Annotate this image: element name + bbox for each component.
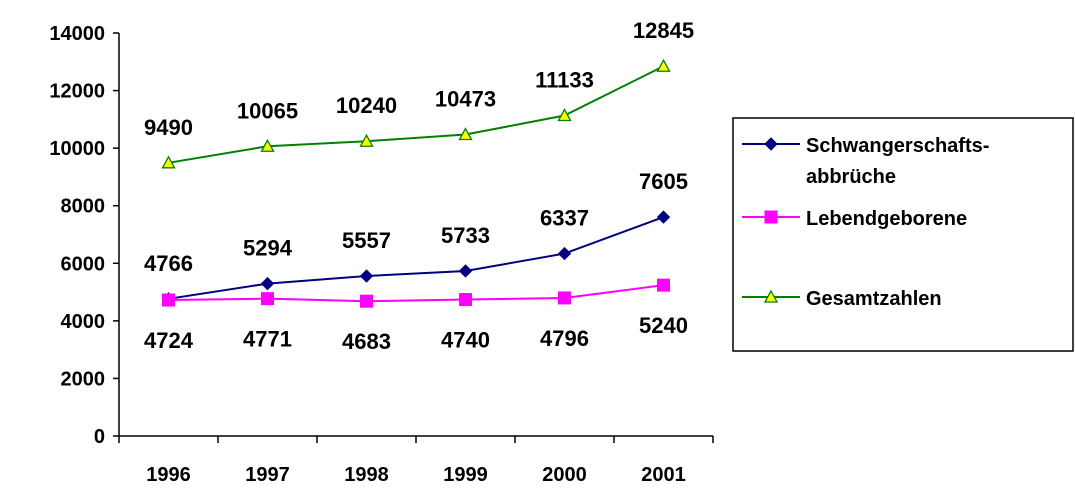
data-point-triangle [458, 127, 473, 141]
data-point-triangle [656, 58, 671, 72]
series-line [168, 284, 664, 303]
legend-item: Gesamtzahlen [742, 288, 942, 310]
data-label: 5733 [441, 223, 490, 248]
series-line [168, 216, 664, 300]
data-point-triangle [557, 108, 572, 122]
data-label: 7605 [639, 169, 688, 194]
series-lebendgeborene [162, 278, 670, 308]
y-tick-label: 4000 [61, 311, 106, 333]
data-label: 4683 [342, 329, 391, 354]
data-point-square [657, 278, 670, 292]
data-label: 4771 [243, 327, 292, 352]
legend-label: Schwangerschafts- [806, 135, 989, 157]
data-point-square [162, 293, 175, 307]
data-label: 10065 [237, 98, 298, 123]
data-label: 10473 [435, 87, 496, 112]
y-tick-label: 8000 [61, 196, 106, 218]
legend-box [732, 117, 1074, 352]
y-tick-label: 2000 [61, 368, 106, 390]
chart-series-layer [161, 58, 671, 308]
data-label: 4766 [144, 251, 193, 276]
legend-label: Lebendgeborene [806, 208, 967, 230]
data-label: 4740 [441, 328, 490, 353]
data-point-legend-square [764, 210, 778, 224]
data-label: 4796 [540, 326, 589, 351]
data-label: 5557 [342, 228, 391, 253]
data-point-triangle [161, 155, 176, 169]
legend-item: Schwangerschafts-abbrüche [742, 135, 989, 188]
data-point-diamond [458, 264, 473, 278]
data-label: 9490 [144, 115, 193, 140]
x-tick-label: 1997 [245, 464, 290, 486]
y-tick-label: 0 [94, 426, 105, 448]
data-point-square [558, 291, 571, 305]
chart-axes: 0 2000 4000 6000 8000 10000 12000 14000 1996 1997… [49, 23, 714, 486]
y-tick-label: 10000 [49, 138, 105, 160]
data-label: 12845 [633, 18, 694, 43]
data-point-triangle [260, 138, 275, 152]
chart-legend: Schwangerschafts-abbrüche Lebendgeborene G… [732, 117, 1074, 352]
legend-item: Lebendgeborene [742, 208, 967, 230]
chart-data-labels: 4766 5294 5557 5733 6337 7605 4724 4771 4683 4740… [144, 18, 694, 354]
data-point-diamond [656, 210, 671, 224]
data-label: 11133 [535, 68, 594, 93]
series-schwangerschafts-abbr-che [161, 210, 671, 306]
x-tick-label: 1998 [344, 464, 389, 486]
legend-label: Gesamtzahlen [806, 288, 942, 310]
data-label: 10240 [336, 93, 397, 118]
data-label: 6337 [540, 206, 589, 231]
series-line [168, 65, 664, 164]
y-tick-label: 6000 [61, 253, 106, 275]
data-point-square [261, 292, 274, 306]
data-point-diamond [557, 246, 572, 261]
data-point-square [459, 293, 472, 307]
data-point-legend-diamond [764, 137, 778, 151]
y-tick-label: 14000 [49, 23, 105, 45]
y-tick-label: 12000 [49, 81, 105, 103]
data-point-square [360, 294, 373, 308]
x-tick-label: 2001 [641, 464, 686, 486]
x-tick-label: 2000 [542, 464, 587, 486]
data-label: 5294 [243, 236, 293, 261]
data-label: 5240 [639, 313, 688, 338]
x-tick-label: 1999 [443, 464, 488, 486]
x-tick-label: 1996 [146, 464, 191, 486]
data-point-diamond [260, 276, 275, 291]
data-label: 4724 [144, 328, 194, 353]
data-point-triangle [359, 133, 374, 147]
data-point-diamond [359, 269, 374, 283]
series-gesamtzahlen [161, 58, 671, 169]
data-point-legend-triangle [763, 289, 779, 303]
legend-label: abbrüche [806, 166, 896, 188]
